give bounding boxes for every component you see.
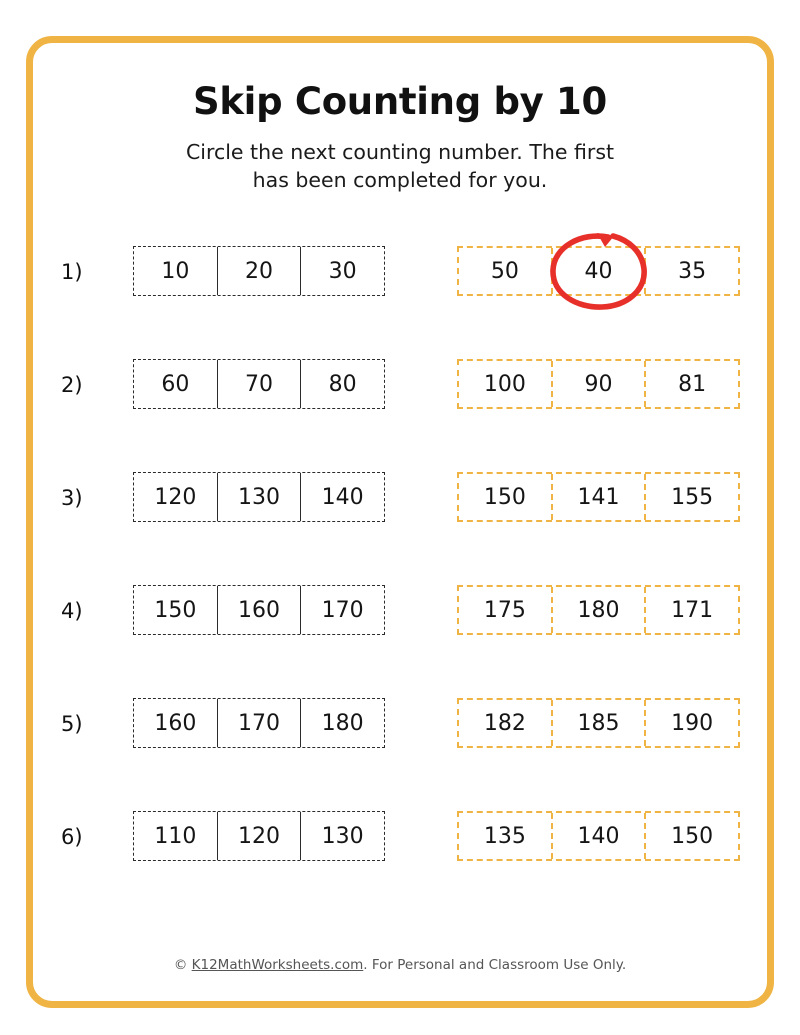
sequence-cell: 80: [328, 371, 357, 397]
problem-number: 3): [61, 486, 83, 511]
sequence-cell: 110: [134, 812, 218, 861]
footer: © K12MathWorksheets.com. For Personal an…: [33, 957, 767, 973]
option-cell[interactable]: 90: [553, 361, 647, 408]
sequence-box: 120 130 140: [133, 472, 385, 523]
sequence-box: 10 20 30: [133, 246, 385, 297]
option-cell[interactable]: 140: [553, 813, 647, 860]
problem-number: 1): [61, 260, 83, 285]
option-value: 182: [483, 710, 526, 736]
worksheet-frame: Skip Counting by 10 Circle the next coun…: [26, 36, 774, 1008]
problem-row: 3) 120 130 140 150 141 155: [33, 460, 767, 573]
option-value: 81: [678, 371, 707, 397]
sequence-cell: 120: [218, 812, 302, 861]
option-cell[interactable]: 185: [553, 700, 647, 747]
options-box: 175 180 171: [457, 585, 740, 636]
option-value: 155: [671, 484, 714, 510]
option-cell[interactable]: 135: [459, 813, 553, 860]
option-value: 175: [483, 597, 526, 623]
sequence-box: 150 160 170: [133, 585, 385, 636]
sequence-cell: 60: [134, 360, 218, 409]
footer-site-link[interactable]: K12MathWorksheets.com: [191, 957, 364, 973]
option-cell[interactable]: 40: [549, 233, 647, 310]
worksheet-header: Skip Counting by 10 Circle the next coun…: [33, 43, 767, 194]
option-value: 150: [671, 823, 714, 849]
sequence-box: 60 70 80: [133, 359, 385, 410]
option-value: 185: [577, 710, 620, 736]
sequence-cell: 150: [134, 586, 218, 635]
option-cell[interactable]: 180: [553, 587, 647, 634]
footer-notice: . For Personal and Classroom Use Only.: [363, 957, 627, 973]
sequence-cell: 160: [134, 699, 218, 748]
copyright-symbol: ©: [173, 957, 188, 973]
option-value: 50: [490, 258, 519, 284]
option-value: 100: [483, 371, 526, 397]
option-value: 135: [483, 823, 526, 849]
sequence-cell: 160: [218, 586, 302, 635]
problem-row: 4) 150 160 170 175 180 171: [33, 573, 767, 686]
sequence-cell: 10: [134, 247, 218, 296]
sequence-cell: 130: [321, 823, 364, 849]
problem-number: 5): [61, 712, 83, 737]
option-cell[interactable]: 155: [646, 474, 738, 520]
sequence-cell: 20: [218, 247, 302, 296]
option-value: 150: [483, 484, 526, 510]
options-box: 182 185 190: [457, 698, 740, 749]
option-value: 35: [678, 258, 707, 284]
option-value: 141: [577, 484, 620, 510]
sequence-cell: 130: [218, 473, 302, 522]
option-value: 90: [584, 371, 613, 397]
problem-number: 6): [61, 825, 83, 850]
options-box: 150 141 155: [457, 472, 740, 523]
sequence-box: 160 170 180: [133, 698, 385, 749]
sequence-cell: 170: [321, 597, 364, 623]
sequence-box: 110 120 130: [133, 811, 385, 862]
option-cell[interactable]: 150: [459, 474, 553, 521]
problem-number: 4): [61, 599, 83, 624]
option-value: 171: [671, 597, 714, 623]
problem-row: 6) 110 120 130 135 140 150: [33, 799, 767, 912]
sequence-cell: 180: [321, 710, 364, 736]
problem-row: 1) 10 20 30 50 40 35: [33, 233, 767, 347]
problem-list: 1) 10 20 30 50 40 35 2) 60 70 80 100 90 81 3) 120 130 140…: [33, 233, 767, 912]
sequence-cell: 170: [218, 699, 302, 748]
option-cell[interactable]: 182: [459, 700, 553, 747]
options-box: 135 140 150: [457, 811, 740, 862]
option-cell[interactable]: 190: [646, 700, 738, 746]
page-title: Skip Counting by 10: [193, 80, 607, 123]
option-value: 40: [584, 258, 613, 284]
option-cell[interactable]: 81: [646, 361, 738, 407]
option-cell[interactable]: 141: [553, 474, 647, 521]
options-box: 50 40 35: [457, 233, 740, 310]
options-box: 100 90 81: [457, 359, 740, 410]
option-value: 190: [671, 710, 714, 736]
option-value: 180: [577, 597, 620, 623]
sequence-cell: 140: [321, 484, 364, 510]
option-value: 140: [577, 823, 620, 849]
problem-row: 2) 60 70 80 100 90 81: [33, 347, 767, 460]
option-cell[interactable]: 35: [646, 248, 738, 294]
option-cell[interactable]: 50: [459, 248, 553, 295]
sequence-cell: 120: [134, 473, 218, 522]
option-cell[interactable]: 150: [646, 813, 738, 859]
problem-row: 5) 160 170 180 182 185 190: [33, 686, 767, 799]
option-cell[interactable]: 171: [646, 587, 738, 633]
option-cell[interactable]: 175: [459, 587, 553, 634]
instructions: Circle the next counting number. The fir…: [185, 139, 615, 192]
option-cell[interactable]: 100: [459, 361, 553, 408]
sequence-cell: 70: [218, 360, 302, 409]
sequence-cell: 30: [328, 258, 357, 284]
problem-number: 2): [61, 373, 83, 398]
